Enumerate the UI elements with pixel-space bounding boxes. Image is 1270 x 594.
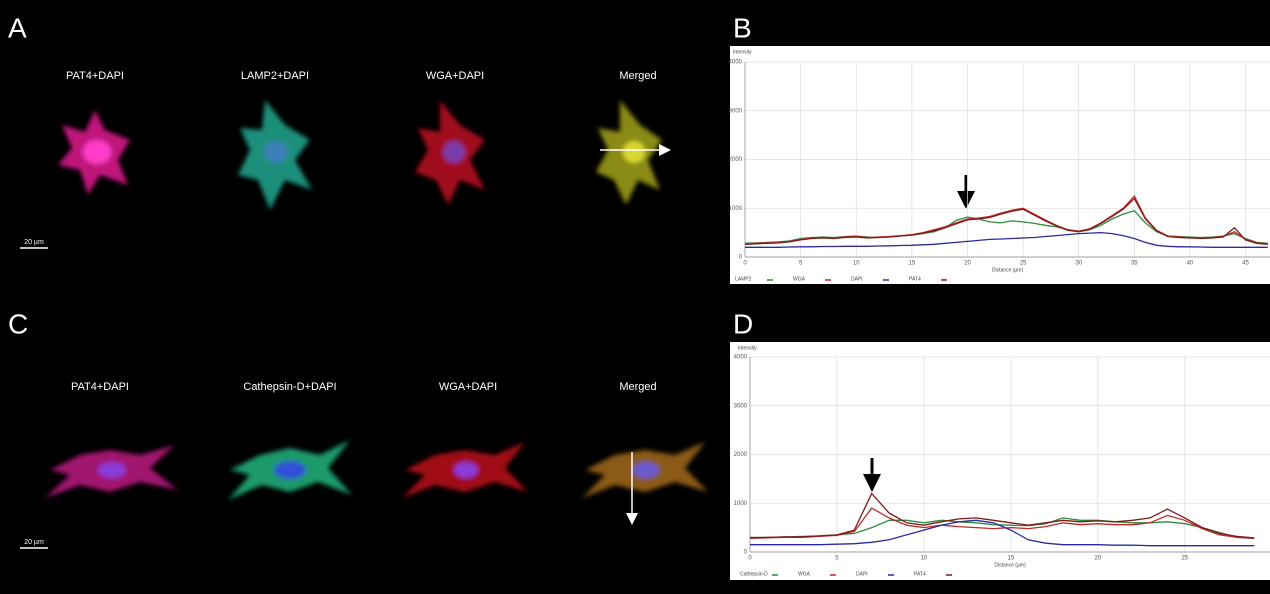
y-tick-label: 3000: [734, 403, 748, 409]
panel-label: C: [8, 308, 28, 339]
y-tick-label: 4000: [729, 60, 743, 66]
image-label: WGA+DAPI: [439, 381, 497, 393]
series-line: [749, 492, 1255, 539]
x-tick-label: 30: [1075, 261, 1082, 267]
micrograph: [58, 100, 662, 210]
y-tick-label: 4000: [734, 355, 748, 361]
x-tick-label: 0: [748, 556, 752, 562]
legend-label: DAPI: [851, 276, 863, 282]
scale-bar-label: 20 µm: [24, 539, 44, 546]
x-tick-label: 15: [1008, 556, 1015, 562]
scale-bar-label: 20 µm: [24, 239, 44, 246]
legend-label: WGA: [793, 276, 806, 282]
x-axis-label: Distance (µm): [992, 267, 1024, 273]
y-tick-label: 3000: [729, 108, 743, 114]
panel-label: D: [733, 308, 753, 339]
legend-label: DAPI: [856, 571, 868, 577]
series-line: [745, 231, 1268, 248]
x-tick-label: 15: [908, 261, 915, 267]
legend-label: Cathepsin-D: [740, 571, 768, 577]
x-tick-label: 35: [1131, 261, 1138, 267]
x-tick-label: 5: [799, 261, 803, 267]
x-tick-label: 20: [964, 261, 971, 267]
image-label: PAT4+DAPI: [71, 381, 129, 393]
image-label: PAT4+DAPI: [66, 70, 124, 82]
x-tick-label: 20: [1094, 556, 1101, 562]
legend-label: PAT4: [914, 571, 926, 577]
legend-label: WGA: [798, 571, 811, 577]
y-tick-label: 0: [744, 550, 748, 556]
x-tick-label: 0: [743, 261, 747, 267]
panel-label: B: [733, 12, 752, 43]
image-label: WGA+DAPI: [426, 70, 484, 82]
legend-label: LAMP2: [735, 276, 752, 282]
chart-panel: [730, 342, 1270, 580]
series-line: [744, 197, 1268, 245]
chart-panel: [730, 46, 1270, 284]
background: [0, 0, 725, 594]
image-label: LAMP2+DAPI: [241, 70, 309, 82]
y-axis-label: Intensity: [738, 345, 757, 351]
y-tick-label: 2000: [734, 452, 748, 458]
x-tick-label: 10: [853, 261, 860, 267]
panel-label: A: [8, 12, 27, 43]
image-label: Merged: [619, 70, 656, 82]
x-tick-label: 5: [835, 556, 839, 562]
series-line: [750, 519, 1255, 547]
image-label: Cathepsin-D+DAPI: [243, 381, 336, 393]
legend-label: PAT4: [909, 276, 921, 282]
y-axis-label: Intensity: [733, 49, 752, 55]
x-tick-label: 10: [921, 556, 928, 562]
x-tick-label: 40: [1187, 261, 1194, 267]
y-tick-label: 0: [739, 255, 743, 261]
image-label: Merged: [619, 381, 656, 393]
y-tick-label: 2000: [729, 157, 743, 163]
y-tick-label: 1000: [734, 501, 748, 507]
y-tick-label: 1000: [729, 206, 743, 212]
x-tick-label: 25: [1020, 261, 1027, 267]
x-tick-label: 25: [1181, 556, 1188, 562]
x-axis-label: Distance (µm): [994, 562, 1026, 568]
micrograph: [45, 440, 708, 500]
x-tick-label: 45: [1242, 261, 1249, 267]
